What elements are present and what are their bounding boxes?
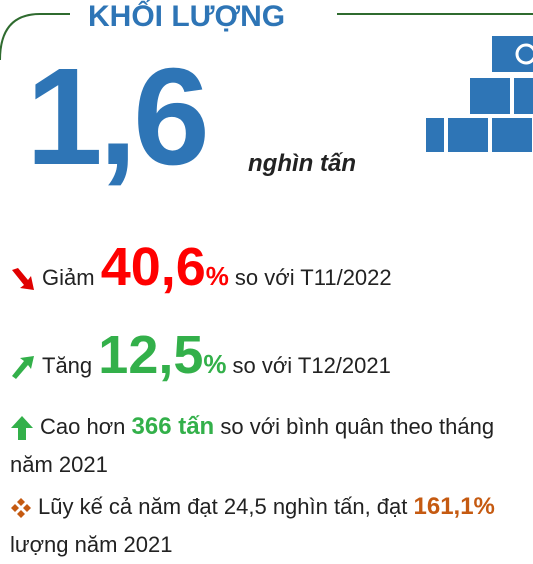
title: KHỐI LƯỢNG: [88, 0, 286, 33]
item: Cao hơn 366 tấn so với bình quân theo th…: [10, 408, 530, 484]
tail: so với T12/2021: [232, 353, 391, 378]
lead: Tăng: [42, 353, 93, 378]
figure: 161,1%: [413, 493, 495, 520]
figure: 40,6: [100, 237, 206, 297]
tail: so với bình quân theo tháng năm 2021: [10, 414, 495, 477]
frame-line: [0, 13, 70, 61]
tail: lượng năm 2021: [10, 532, 173, 557]
up-arrow: [12, 356, 34, 380]
lead: Giảm: [42, 265, 95, 290]
suffix: %: [205, 261, 229, 291]
suffix: %: [203, 349, 227, 379]
figure: 12,5: [98, 325, 204, 385]
lead: Lũy kế cả năm đạt 24,5 nghìn tấn, đạt: [38, 494, 408, 519]
frame: [0, 13, 533, 152]
lead: Cao hơn: [40, 414, 126, 439]
headline-unit: nghìn tấn: [248, 150, 356, 177]
item: Tăng 12,5% so với T12/2021: [10, 324, 391, 386]
boxes-icon: [426, 36, 533, 152]
tail: so với T11/2022: [234, 265, 392, 290]
item: Lũy kế cả năm đạt 24,5 nghìn tấn, đạt 16…: [10, 488, 530, 564]
down-arrow: [12, 268, 34, 291]
figure: 366 tấn: [131, 413, 215, 440]
up-arrow: [11, 416, 33, 441]
headline-value: 1,6: [26, 40, 210, 194]
bullet: [11, 498, 31, 519]
item: Giảm 40,6% so với T11/2022: [10, 236, 392, 298]
